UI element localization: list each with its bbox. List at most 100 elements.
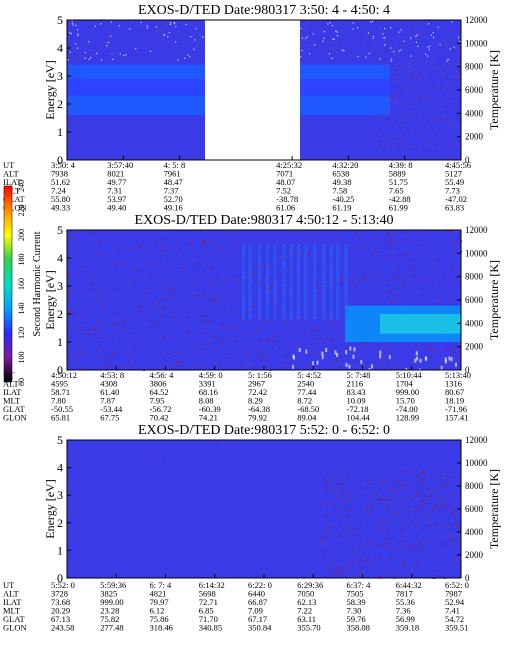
table-cell: 4:56: 4 — [150, 370, 175, 380]
speckle — [219, 245, 221, 247]
table-cell: 5:59:36 — [100, 580, 126, 590]
speckle — [298, 347, 301, 352]
speckle — [379, 558, 381, 560]
speckle — [443, 483, 445, 485]
speckle — [440, 298, 442, 300]
speckle — [110, 265, 112, 268]
speckle — [255, 351, 257, 353]
table-cell: 55.36 — [396, 597, 415, 607]
speckle — [307, 20, 309, 22]
table-cell: 5: 7:48 — [347, 370, 371, 380]
table-cell: 49.16 — [164, 203, 183, 213]
speckle — [425, 61, 427, 63]
speckle — [346, 476, 348, 479]
panel-1: EXOS-D/TED Date:980317 3:50: 4 - 4:50: 4… — [3, 3, 501, 213]
speckle — [426, 93, 428, 95]
speckle — [396, 94, 399, 97]
speckle — [417, 45, 419, 47]
speckle — [386, 502, 388, 504]
speckle — [175, 26, 177, 28]
speckle — [351, 562, 353, 564]
speckle — [412, 521, 414, 523]
speckle — [347, 531, 349, 533]
speckle — [286, 319, 288, 322]
y-axis-label: Energy [eV] — [43, 479, 57, 538]
speckle — [329, 321, 332, 324]
speckle — [383, 499, 385, 501]
speckle — [387, 81, 389, 83]
speckle — [403, 89, 405, 91]
speckle — [165, 281, 168, 283]
table-row-label: GLAT — [3, 614, 26, 624]
speckle — [443, 96, 445, 98]
speckle — [451, 142, 454, 144]
speckle — [435, 268, 437, 270]
speckle — [128, 356, 130, 358]
speckle — [453, 346, 455, 349]
speckle — [403, 120, 405, 122]
speckle — [77, 350, 79, 352]
speckle — [411, 242, 413, 244]
table-cell: 7.80 — [51, 396, 66, 406]
speckle — [423, 504, 425, 506]
speckle — [354, 528, 357, 530]
speckle — [441, 526, 443, 528]
speckle — [100, 58, 102, 60]
speckle — [363, 538, 366, 540]
speckle — [209, 292, 211, 294]
y2-tick-label: 6000 — [465, 85, 484, 95]
speckle — [384, 252, 386, 254]
speckle — [286, 361, 288, 364]
y2-tick-label: 4000 — [465, 318, 484, 328]
table-cell: 79.97 — [150, 597, 169, 607]
speckle — [332, 571, 335, 574]
speckle — [443, 73, 445, 75]
speckle — [451, 125, 453, 128]
speckle — [294, 316, 296, 319]
table-cell: 4:50:12 — [51, 370, 77, 380]
speckle — [453, 76, 455, 78]
speckle — [456, 560, 458, 562]
speckle — [406, 44, 408, 46]
speckle — [381, 544, 383, 547]
ephemeris-table: UT4:50:124:53: 84:56: 44:59: 05: 1:565: … — [3, 370, 471, 423]
colorbar-gradient — [3, 185, 13, 383]
speckle — [426, 95, 428, 97]
speckle — [406, 113, 408, 115]
speckle — [451, 21, 453, 23]
table-row-label: GLON — [3, 623, 27, 633]
speckle — [325, 32, 327, 35]
speckle — [432, 37, 435, 39]
table-cell: -60.39 — [199, 404, 221, 414]
speckle — [236, 340, 238, 343]
speckle — [178, 362, 181, 364]
speckle — [386, 530, 388, 532]
table-cell: 3:57:40 — [107, 160, 133, 170]
speckle — [390, 47, 392, 49]
speckle — [363, 342, 365, 344]
speckle — [367, 33, 369, 35]
speckle — [362, 31, 364, 33]
speckle — [382, 138, 384, 140]
speckle — [448, 60, 450, 62]
speckle — [323, 568, 325, 571]
speckle — [427, 513, 429, 515]
speckle — [422, 541, 424, 543]
speckle — [154, 471, 156, 473]
speckle — [450, 536, 453, 539]
speckle — [173, 316, 175, 318]
speckle — [424, 141, 426, 143]
speckle — [416, 241, 419, 244]
table-cell: 7505 — [347, 589, 364, 599]
speckle — [417, 528, 420, 530]
speckle — [458, 532, 460, 534]
speckle — [430, 490, 432, 492]
table-row-label: MLT — [3, 606, 21, 616]
speckle — [373, 502, 375, 504]
speckle — [117, 326, 119, 328]
speckle — [374, 276, 376, 279]
band-highlight-core — [380, 314, 461, 334]
speckle — [167, 52, 169, 54]
speckle — [352, 490, 354, 492]
speckle — [162, 39, 165, 41]
